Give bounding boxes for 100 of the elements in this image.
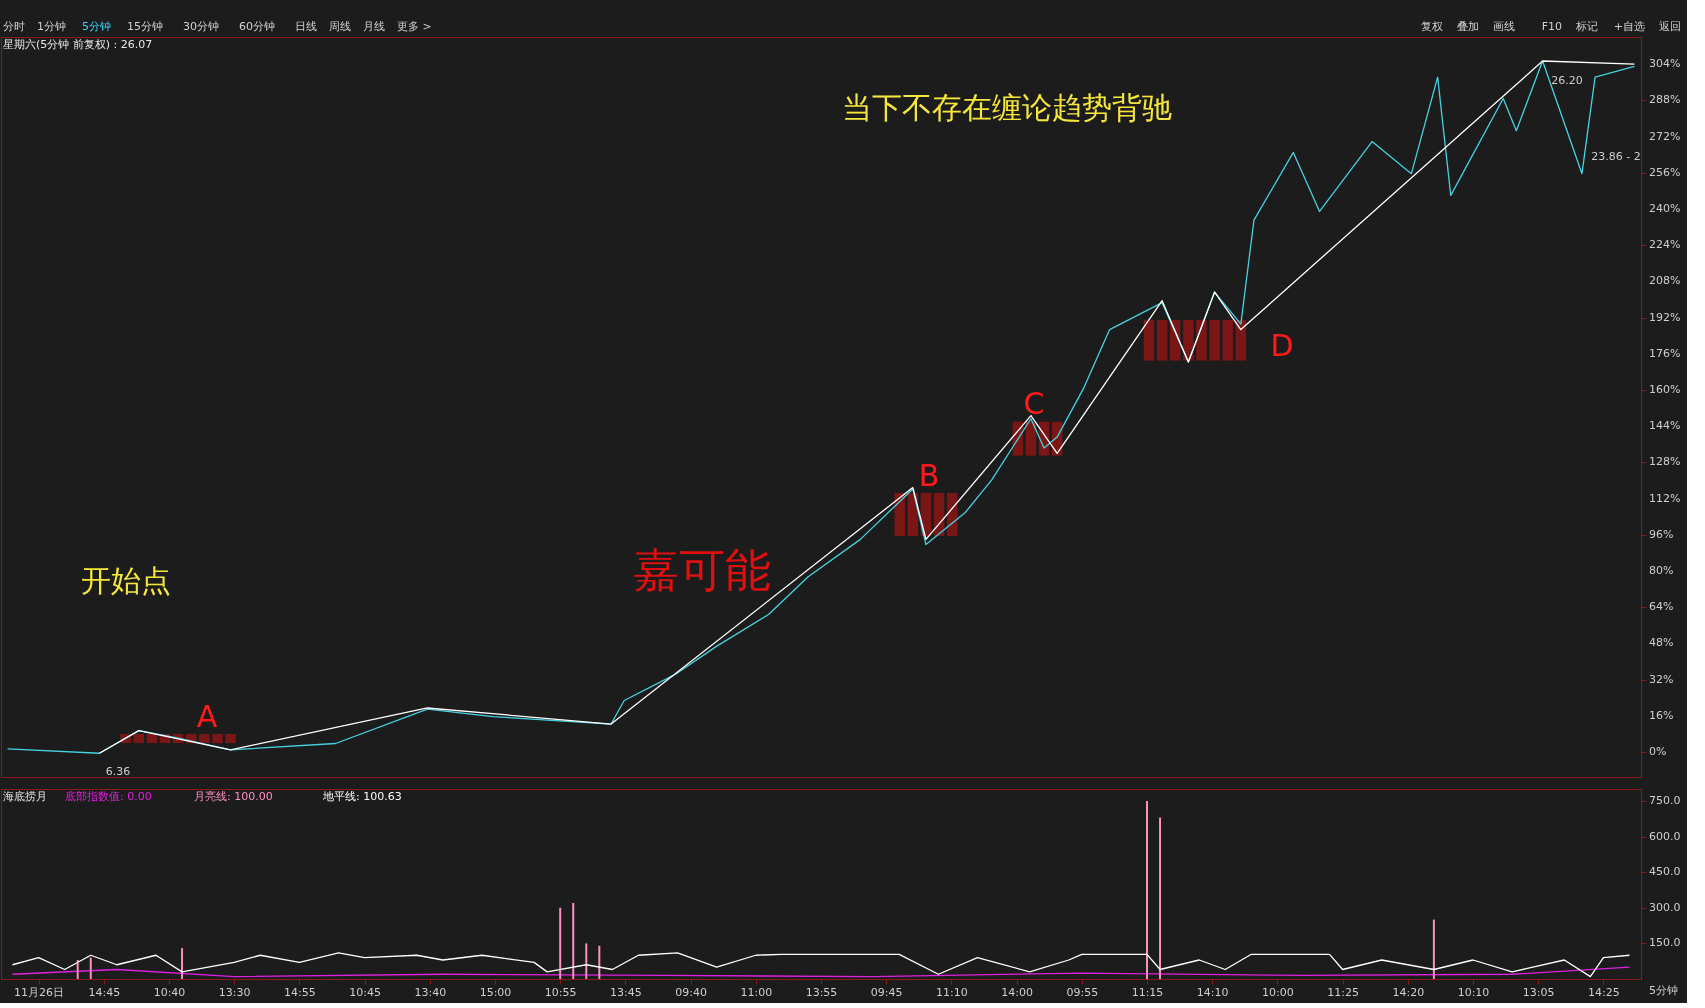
annotation: C	[1023, 386, 1045, 421]
y-tick-label: 32%	[1649, 672, 1674, 686]
y-tick-label: 64%	[1649, 600, 1674, 614]
x-tick-label: 11:00	[740, 985, 773, 999]
text: 分时	[3, 20, 25, 33]
line-series	[11, 966, 1631, 978]
y-tick-label: 48%	[1649, 636, 1674, 650]
y-tick-label: 80%	[1649, 564, 1674, 578]
text: 底部指数值: 0.00	[65, 790, 152, 803]
annotation: D	[1270, 328, 1294, 363]
y-tick-label: 192%	[1649, 310, 1681, 324]
text: 月亮线: 100.00	[194, 790, 273, 803]
text: 月线	[363, 20, 385, 33]
annotation: 嘉可能	[633, 543, 771, 597]
y-tick-label: 450.0	[1649, 865, 1681, 879]
chart-title: 海底捞月	[3, 790, 47, 803]
annotation: 当下不存在缠论趋势背驰	[842, 90, 1172, 125]
annotation: 23.86 - 2	[1591, 150, 1641, 163]
annotation: 26.20	[1551, 74, 1583, 87]
bar	[598, 945, 601, 979]
y-tick-label: 112%	[1649, 491, 1681, 505]
bar	[1222, 319, 1233, 361]
x-tick-label: 11月26日	[14, 985, 65, 999]
bar	[1432, 919, 1435, 979]
bar	[1025, 421, 1037, 456]
x-tick-label: 14:25	[1588, 985, 1620, 999]
x-tick-label: 10:10	[1457, 985, 1490, 999]
text: 周线	[329, 20, 351, 33]
y-tick-label: 272%	[1649, 129, 1681, 143]
x-tick-label: 13:40	[414, 985, 447, 999]
y-tick-label: 160%	[1649, 383, 1681, 397]
text: 地平线: 100.63	[322, 790, 402, 803]
text: 更多 >	[397, 20, 432, 33]
text: 1分钟	[37, 20, 66, 33]
text: 5分钟	[82, 20, 111, 33]
x-tick-label: 09:55	[1066, 985, 1099, 999]
bar	[212, 734, 223, 744]
y-tick-label: 224%	[1649, 238, 1681, 252]
x-tick-label: 11:10	[936, 985, 968, 999]
bar	[1156, 319, 1168, 361]
text: F10	[1541, 20, 1562, 33]
annotation: A	[196, 699, 218, 734]
y-tick-label: 150.0	[1649, 936, 1681, 950]
bar	[1159, 817, 1162, 979]
chart-title: 星期六(5分钟 前复权) : 26.07	[3, 38, 153, 51]
text: 15分钟	[127, 20, 163, 33]
annotation: 开始点	[81, 563, 171, 598]
y-tick-label: 304%	[1649, 57, 1681, 71]
y-tick-label: 208%	[1649, 274, 1681, 288]
x-tick-label: 11:25	[1327, 985, 1359, 999]
x-tick-label: 14:00	[1001, 985, 1033, 999]
y-tick-label: 288%	[1649, 93, 1681, 107]
x-tick-label: 11:15	[1131, 985, 1164, 999]
annotation: 6.36	[105, 765, 131, 778]
x-tick-label: 13:30	[218, 985, 251, 999]
bar	[225, 734, 236, 744]
x-tick-label: 09:45	[870, 985, 903, 999]
bar	[894, 492, 905, 536]
text: 日线	[295, 20, 317, 33]
y-tick-label: 300.0	[1649, 900, 1681, 914]
x-tick-label: 13:45	[610, 985, 642, 999]
y-tick-label: 96%	[1649, 527, 1674, 541]
x-tick-label: 10:55	[544, 985, 577, 999]
bar	[1146, 800, 1148, 979]
text: 画线	[1493, 20, 1515, 33]
bar	[133, 734, 145, 744]
bar	[585, 943, 588, 979]
text: 30分钟	[183, 20, 219, 33]
y-tick-label: 750.0	[1649, 793, 1681, 807]
y-tick-label: 600.0	[1649, 829, 1681, 843]
line-series	[11, 952, 1631, 978]
bar	[559, 907, 562, 979]
annotation: B	[918, 458, 940, 493]
x-tick-label: 14:45	[88, 985, 121, 999]
bar	[89, 957, 92, 979]
bar	[1143, 319, 1155, 361]
text: 复权	[1421, 20, 1443, 33]
y-tick-label: 256%	[1649, 165, 1681, 179]
bar	[572, 903, 575, 979]
text: +自选	[1613, 20, 1645, 33]
y-tick-label: 240%	[1649, 201, 1681, 215]
y-tick-label: 176%	[1649, 346, 1681, 360]
bar	[199, 734, 210, 744]
bar	[1209, 319, 1220, 361]
x-tick-label: 14:55	[284, 985, 316, 999]
text: 5分钟	[1649, 984, 1678, 997]
bar	[181, 948, 184, 979]
text: 返回	[1659, 20, 1681, 33]
x-tick-label: 10:45	[349, 985, 381, 999]
bar	[146, 734, 158, 744]
x-tick-label: 10:00	[1262, 985, 1294, 999]
bar	[76, 960, 79, 979]
y-tick-label: 16%	[1649, 708, 1674, 722]
x-tick-label: 10:40	[153, 985, 186, 999]
text: 60分钟	[239, 20, 275, 33]
x-tick-label: 14:10	[1196, 985, 1229, 999]
y-tick-label: 144%	[1649, 419, 1681, 433]
y-tick-label: 128%	[1649, 455, 1681, 469]
x-tick-label: 13:05	[1522, 985, 1555, 999]
text: 叠加	[1457, 20, 1479, 33]
